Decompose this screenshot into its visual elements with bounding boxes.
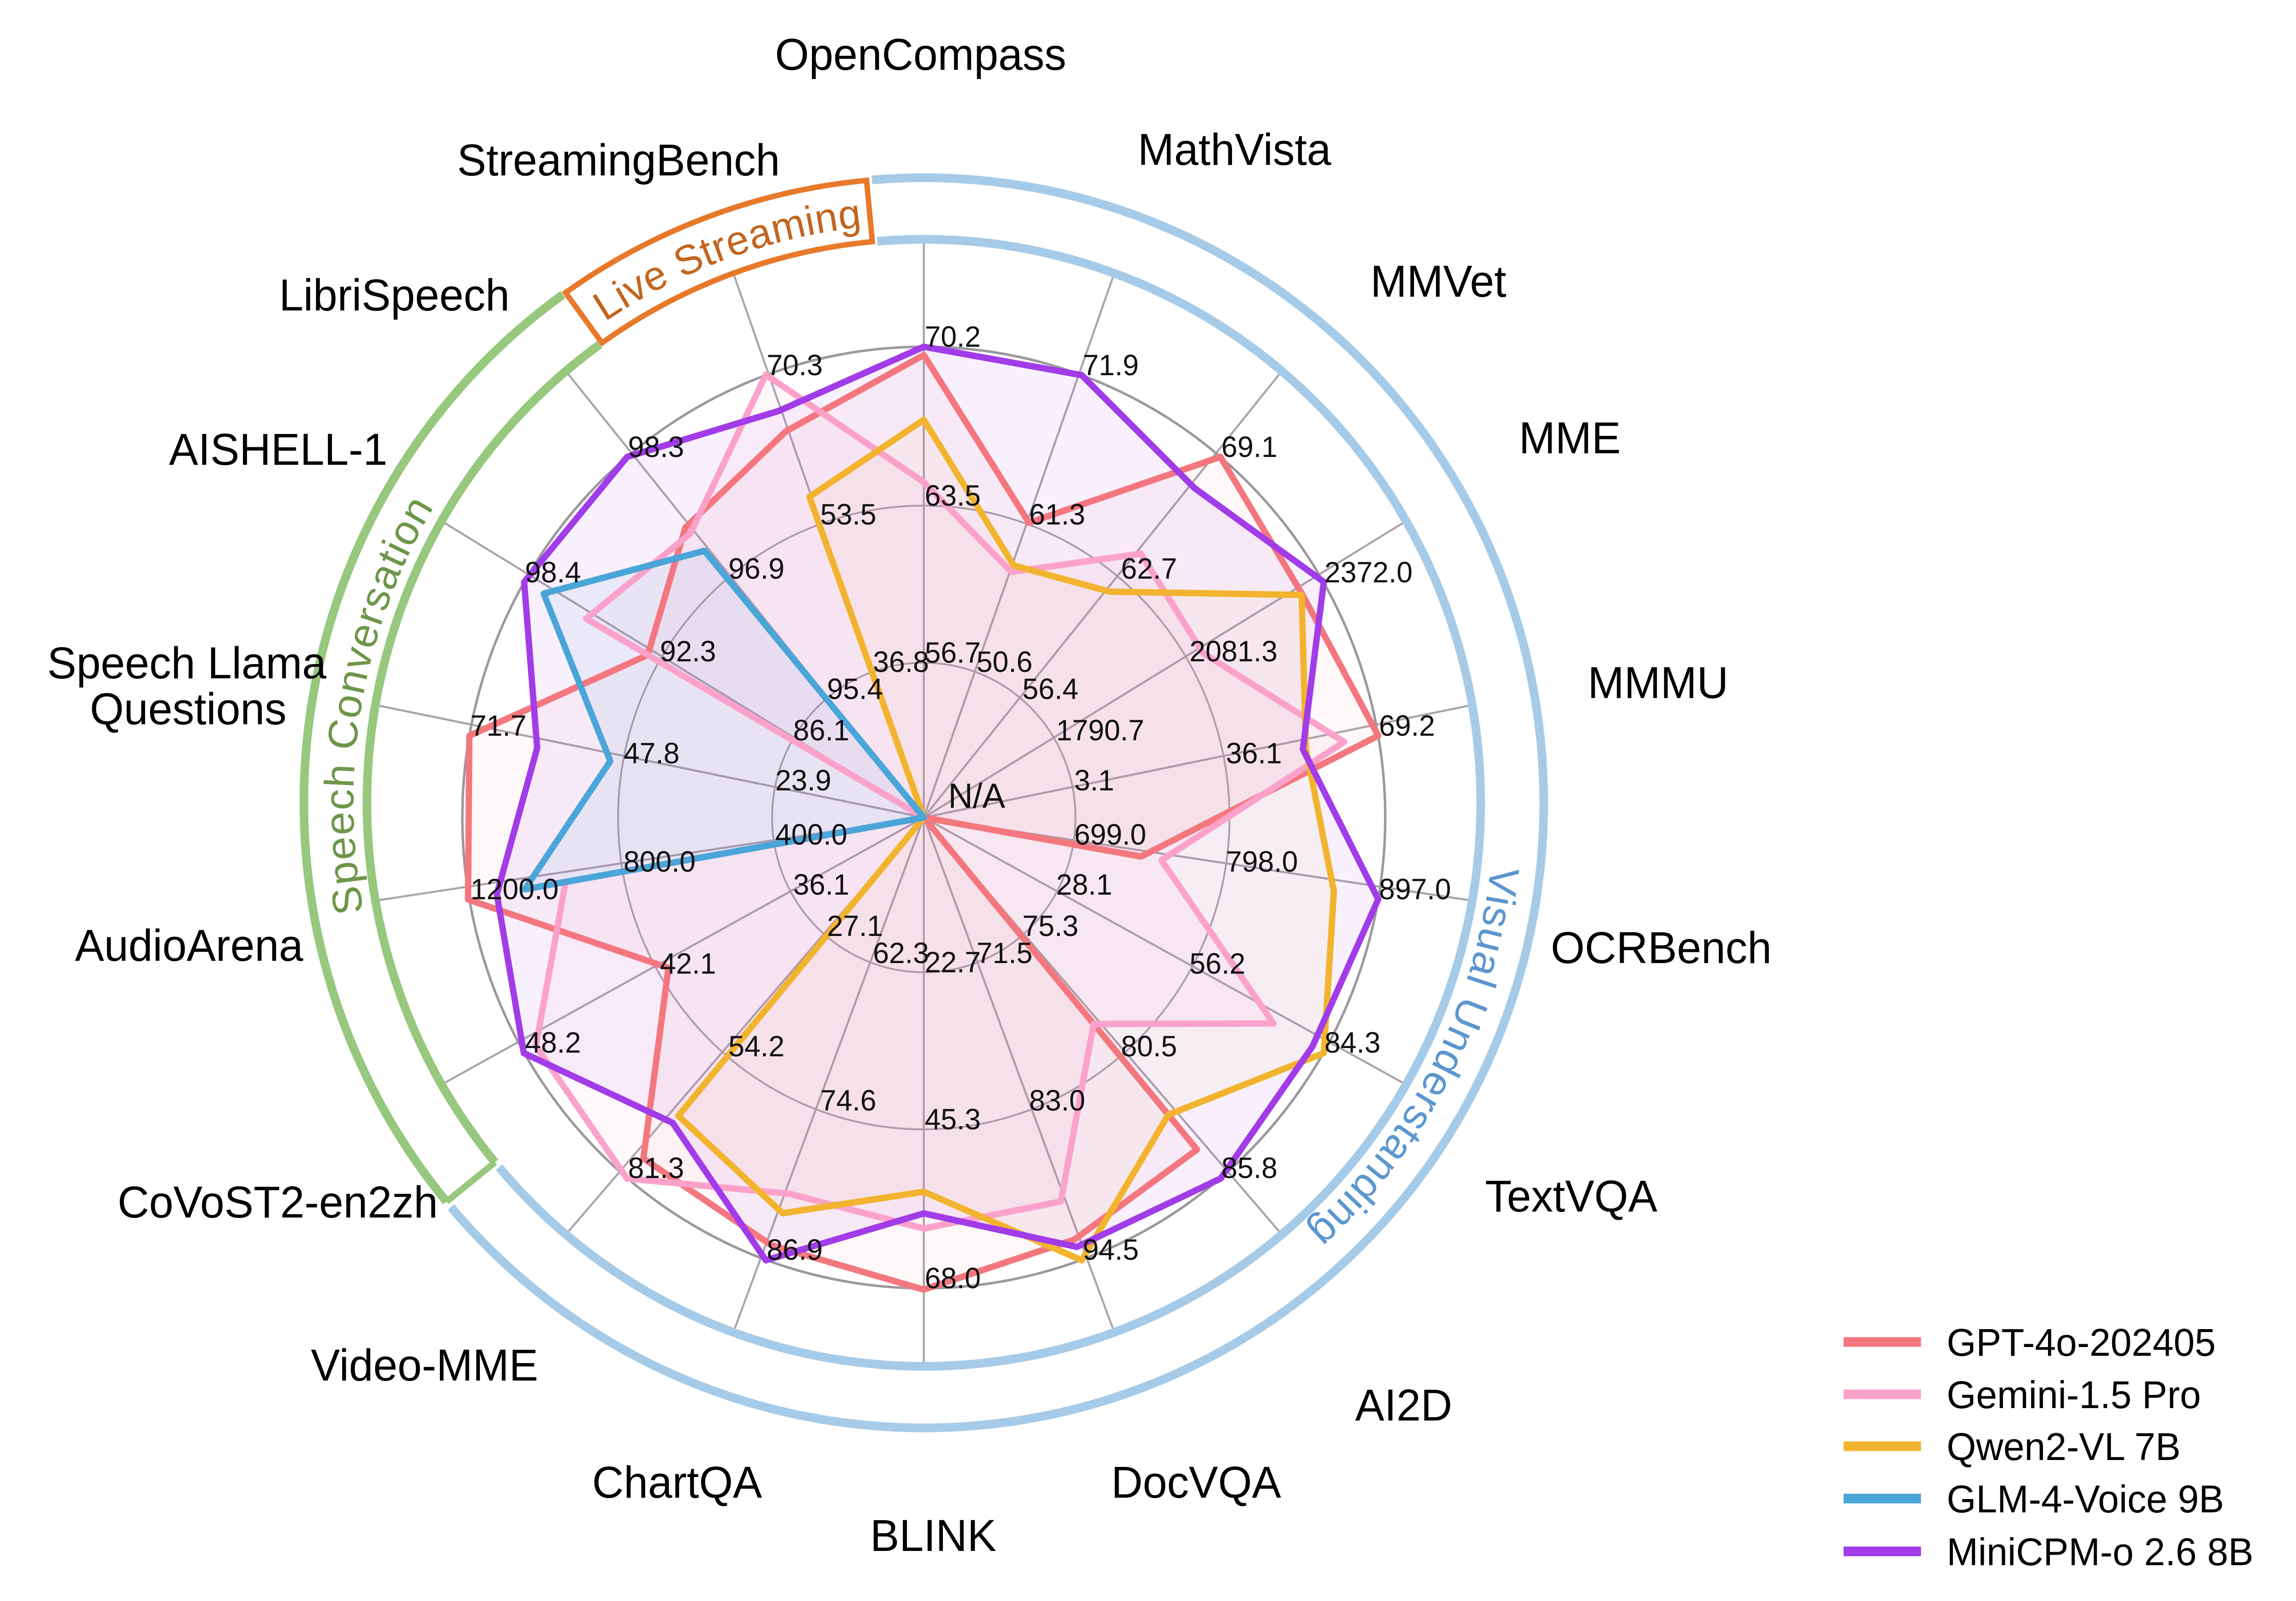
- svg-text:36.8: 36.8: [873, 646, 929, 678]
- svg-text:400.0: 400.0: [775, 818, 847, 851]
- svg-text:22.7: 22.7: [925, 946, 981, 979]
- svg-text:2372.0: 2372.0: [1324, 556, 1412, 589]
- svg-text:61.3: 61.3: [1029, 498, 1085, 531]
- svg-text:CoVoST2-en2zh: CoVoST2-en2zh: [118, 1178, 438, 1227]
- svg-text:71.7: 71.7: [471, 710, 527, 742]
- svg-text:ChartQA: ChartQA: [592, 1458, 762, 1507]
- svg-text:BLINK: BLINK: [870, 1511, 996, 1561]
- svg-text:MMMU: MMMU: [1588, 658, 1728, 708]
- svg-text:95.4: 95.4: [827, 673, 883, 705]
- svg-text:MMVet: MMVet: [1370, 257, 1506, 306]
- svg-text:1200.0: 1200.0: [471, 873, 559, 906]
- svg-text:56.4: 56.4: [1022, 673, 1078, 705]
- svg-text:54.2: 54.2: [728, 1030, 784, 1063]
- svg-text:AudioArena: AudioArena: [75, 921, 304, 970]
- svg-text:897.0: 897.0: [1379, 873, 1451, 906]
- svg-text:Questions: Questions: [90, 684, 287, 734]
- svg-text:94.5: 94.5: [1083, 1234, 1139, 1266]
- svg-text:92.3: 92.3: [660, 635, 716, 668]
- svg-text:MiniCPM-o 2.6 8B: MiniCPM-o 2.6 8B: [1947, 1530, 2253, 1573]
- svg-text:80.5: 80.5: [1121, 1030, 1177, 1063]
- svg-text:45.3: 45.3: [925, 1103, 981, 1136]
- svg-text:83.0: 83.0: [1029, 1084, 1085, 1117]
- svg-text:63.5: 63.5: [925, 479, 981, 512]
- svg-text:AISHELL-1: AISHELL-1: [169, 425, 388, 474]
- svg-text:MME: MME: [1519, 413, 1621, 463]
- svg-text:75.3: 75.3: [1022, 910, 1078, 942]
- svg-text:85.8: 85.8: [1221, 1152, 1277, 1184]
- svg-text:DocVQA: DocVQA: [1111, 1458, 1281, 1507]
- svg-text:62.3: 62.3: [873, 937, 929, 970]
- svg-text:96.9: 96.9: [728, 552, 784, 585]
- svg-text:699.0: 699.0: [1074, 818, 1146, 851]
- svg-text:69.2: 69.2: [1379, 710, 1435, 742]
- svg-text:36.1: 36.1: [793, 868, 849, 901]
- svg-text:TextVQA: TextVQA: [1485, 1172, 1657, 1221]
- svg-text:800.0: 800.0: [624, 846, 696, 878]
- svg-text:62.7: 62.7: [1121, 552, 1177, 585]
- svg-text:84.3: 84.3: [1324, 1026, 1380, 1059]
- svg-text:GLM-4-Voice 9B: GLM-4-Voice 9B: [1947, 1477, 2224, 1521]
- svg-text:98.4: 98.4: [525, 556, 581, 589]
- svg-text:3.1: 3.1: [1074, 764, 1114, 797]
- svg-text:MathVista: MathVista: [1138, 125, 1332, 175]
- svg-text:1790.7: 1790.7: [1056, 714, 1144, 747]
- svg-text:56.7: 56.7: [925, 637, 981, 669]
- svg-text:42.1: 42.1: [660, 947, 716, 980]
- svg-text:53.5: 53.5: [820, 498, 876, 531]
- svg-text:AI2D: AI2D: [1355, 1381, 1452, 1430]
- svg-text:Qwen2-VL 7B: Qwen2-VL 7B: [1947, 1425, 2181, 1468]
- svg-text:Gemini-1.5 Pro: Gemini-1.5 Pro: [1947, 1373, 2201, 1416]
- svg-text:48.2: 48.2: [525, 1026, 581, 1059]
- svg-text:47.8: 47.8: [624, 737, 680, 770]
- svg-text:23.9: 23.9: [775, 764, 831, 797]
- svg-text:98.3: 98.3: [628, 431, 684, 463]
- svg-text:LibriSpeech: LibriSpeech: [279, 271, 510, 320]
- svg-text:69.1: 69.1: [1221, 431, 1277, 463]
- svg-text:74.6: 74.6: [820, 1084, 876, 1117]
- svg-text:2081.3: 2081.3: [1189, 635, 1277, 668]
- svg-text:71.9: 71.9: [1083, 349, 1139, 382]
- svg-text:Video-MME: Video-MME: [311, 1341, 538, 1390]
- svg-text:28.1: 28.1: [1056, 868, 1112, 901]
- svg-text:36.1: 36.1: [1226, 737, 1282, 770]
- svg-text:68.0: 68.0: [925, 1262, 981, 1295]
- svg-text:50.6: 50.6: [976, 646, 1032, 678]
- svg-text:798.0: 798.0: [1226, 846, 1298, 878]
- svg-text:N/A: N/A: [948, 776, 1006, 815]
- svg-text:56.2: 56.2: [1189, 947, 1245, 980]
- svg-text:86.1: 86.1: [793, 714, 849, 747]
- svg-text:OCRBench: OCRBench: [1551, 923, 1772, 973]
- svg-text:70.2: 70.2: [925, 321, 981, 353]
- svg-text:86.9: 86.9: [767, 1234, 823, 1266]
- svg-text:GPT-4o-202405: GPT-4o-202405: [1947, 1321, 2216, 1364]
- svg-text:71.5: 71.5: [976, 937, 1032, 970]
- svg-text:81.3: 81.3: [628, 1152, 684, 1184]
- svg-text:StreamingBench: StreamingBench: [457, 135, 780, 185]
- svg-text:27.1: 27.1: [827, 910, 883, 942]
- svg-text:OpenCompass: OpenCompass: [775, 30, 1066, 79]
- svg-text:Speech Llama: Speech Llama: [47, 638, 327, 688]
- svg-text:70.3: 70.3: [767, 349, 823, 382]
